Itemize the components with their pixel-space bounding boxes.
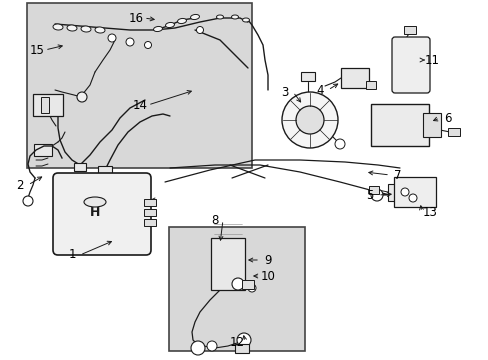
Bar	[393, 177, 435, 207]
Bar	[403, 26, 415, 34]
FancyBboxPatch shape	[391, 37, 429, 93]
Text: 14: 14	[132, 99, 147, 112]
Text: 2: 2	[16, 179, 24, 192]
Bar	[242, 279, 253, 288]
Text: 6: 6	[443, 112, 451, 125]
Text: 13: 13	[422, 206, 437, 219]
Ellipse shape	[95, 27, 105, 33]
Circle shape	[144, 41, 151, 49]
Circle shape	[231, 278, 244, 290]
Bar	[41, 97, 49, 113]
Circle shape	[282, 92, 337, 148]
Ellipse shape	[242, 18, 249, 22]
Bar	[143, 198, 156, 206]
Circle shape	[408, 194, 416, 202]
FancyBboxPatch shape	[53, 173, 151, 255]
Ellipse shape	[53, 24, 63, 30]
Circle shape	[23, 196, 33, 206]
Circle shape	[295, 106, 324, 134]
Ellipse shape	[177, 18, 186, 23]
Text: 12: 12	[229, 336, 244, 348]
Ellipse shape	[81, 26, 91, 32]
Bar	[33, 94, 63, 116]
Text: 8: 8	[211, 213, 218, 226]
Circle shape	[400, 188, 408, 196]
Text: 16: 16	[128, 12, 143, 24]
Bar	[210, 238, 244, 290]
Text: 4: 4	[316, 84, 323, 96]
Text: 3: 3	[281, 86, 288, 99]
Text: 7: 7	[393, 168, 401, 181]
Circle shape	[237, 333, 250, 347]
Bar	[74, 163, 86, 171]
Ellipse shape	[216, 15, 223, 19]
Bar	[98, 166, 112, 175]
Bar	[34, 144, 52, 156]
Text: 5: 5	[366, 189, 373, 202]
Bar	[143, 208, 156, 216]
Circle shape	[126, 38, 134, 46]
Bar	[447, 128, 459, 136]
Ellipse shape	[67, 25, 77, 31]
Bar	[340, 68, 368, 88]
Circle shape	[206, 341, 217, 351]
Bar	[301, 72, 314, 81]
Bar	[27, 3, 251, 168]
Bar	[368, 186, 378, 194]
Text: 1: 1	[68, 248, 76, 261]
Circle shape	[334, 139, 345, 149]
Bar	[169, 227, 305, 351]
Bar	[235, 343, 248, 352]
Text: 10: 10	[260, 270, 275, 283]
Text: 9: 9	[264, 253, 271, 266]
Circle shape	[77, 92, 87, 102]
Ellipse shape	[153, 26, 162, 32]
Circle shape	[191, 341, 204, 355]
Ellipse shape	[165, 22, 174, 28]
Circle shape	[196, 27, 203, 33]
Bar	[143, 219, 156, 225]
Text: H: H	[90, 206, 100, 219]
Bar	[370, 104, 428, 146]
Bar	[365, 81, 375, 89]
Text: 11: 11	[424, 54, 439, 67]
Ellipse shape	[190, 14, 199, 19]
Text: 15: 15	[29, 44, 44, 57]
Circle shape	[370, 189, 382, 201]
Bar	[422, 113, 440, 137]
Bar	[387, 184, 411, 201]
Ellipse shape	[84, 197, 106, 207]
Circle shape	[108, 34, 116, 42]
Ellipse shape	[231, 15, 238, 19]
Circle shape	[247, 284, 256, 292]
